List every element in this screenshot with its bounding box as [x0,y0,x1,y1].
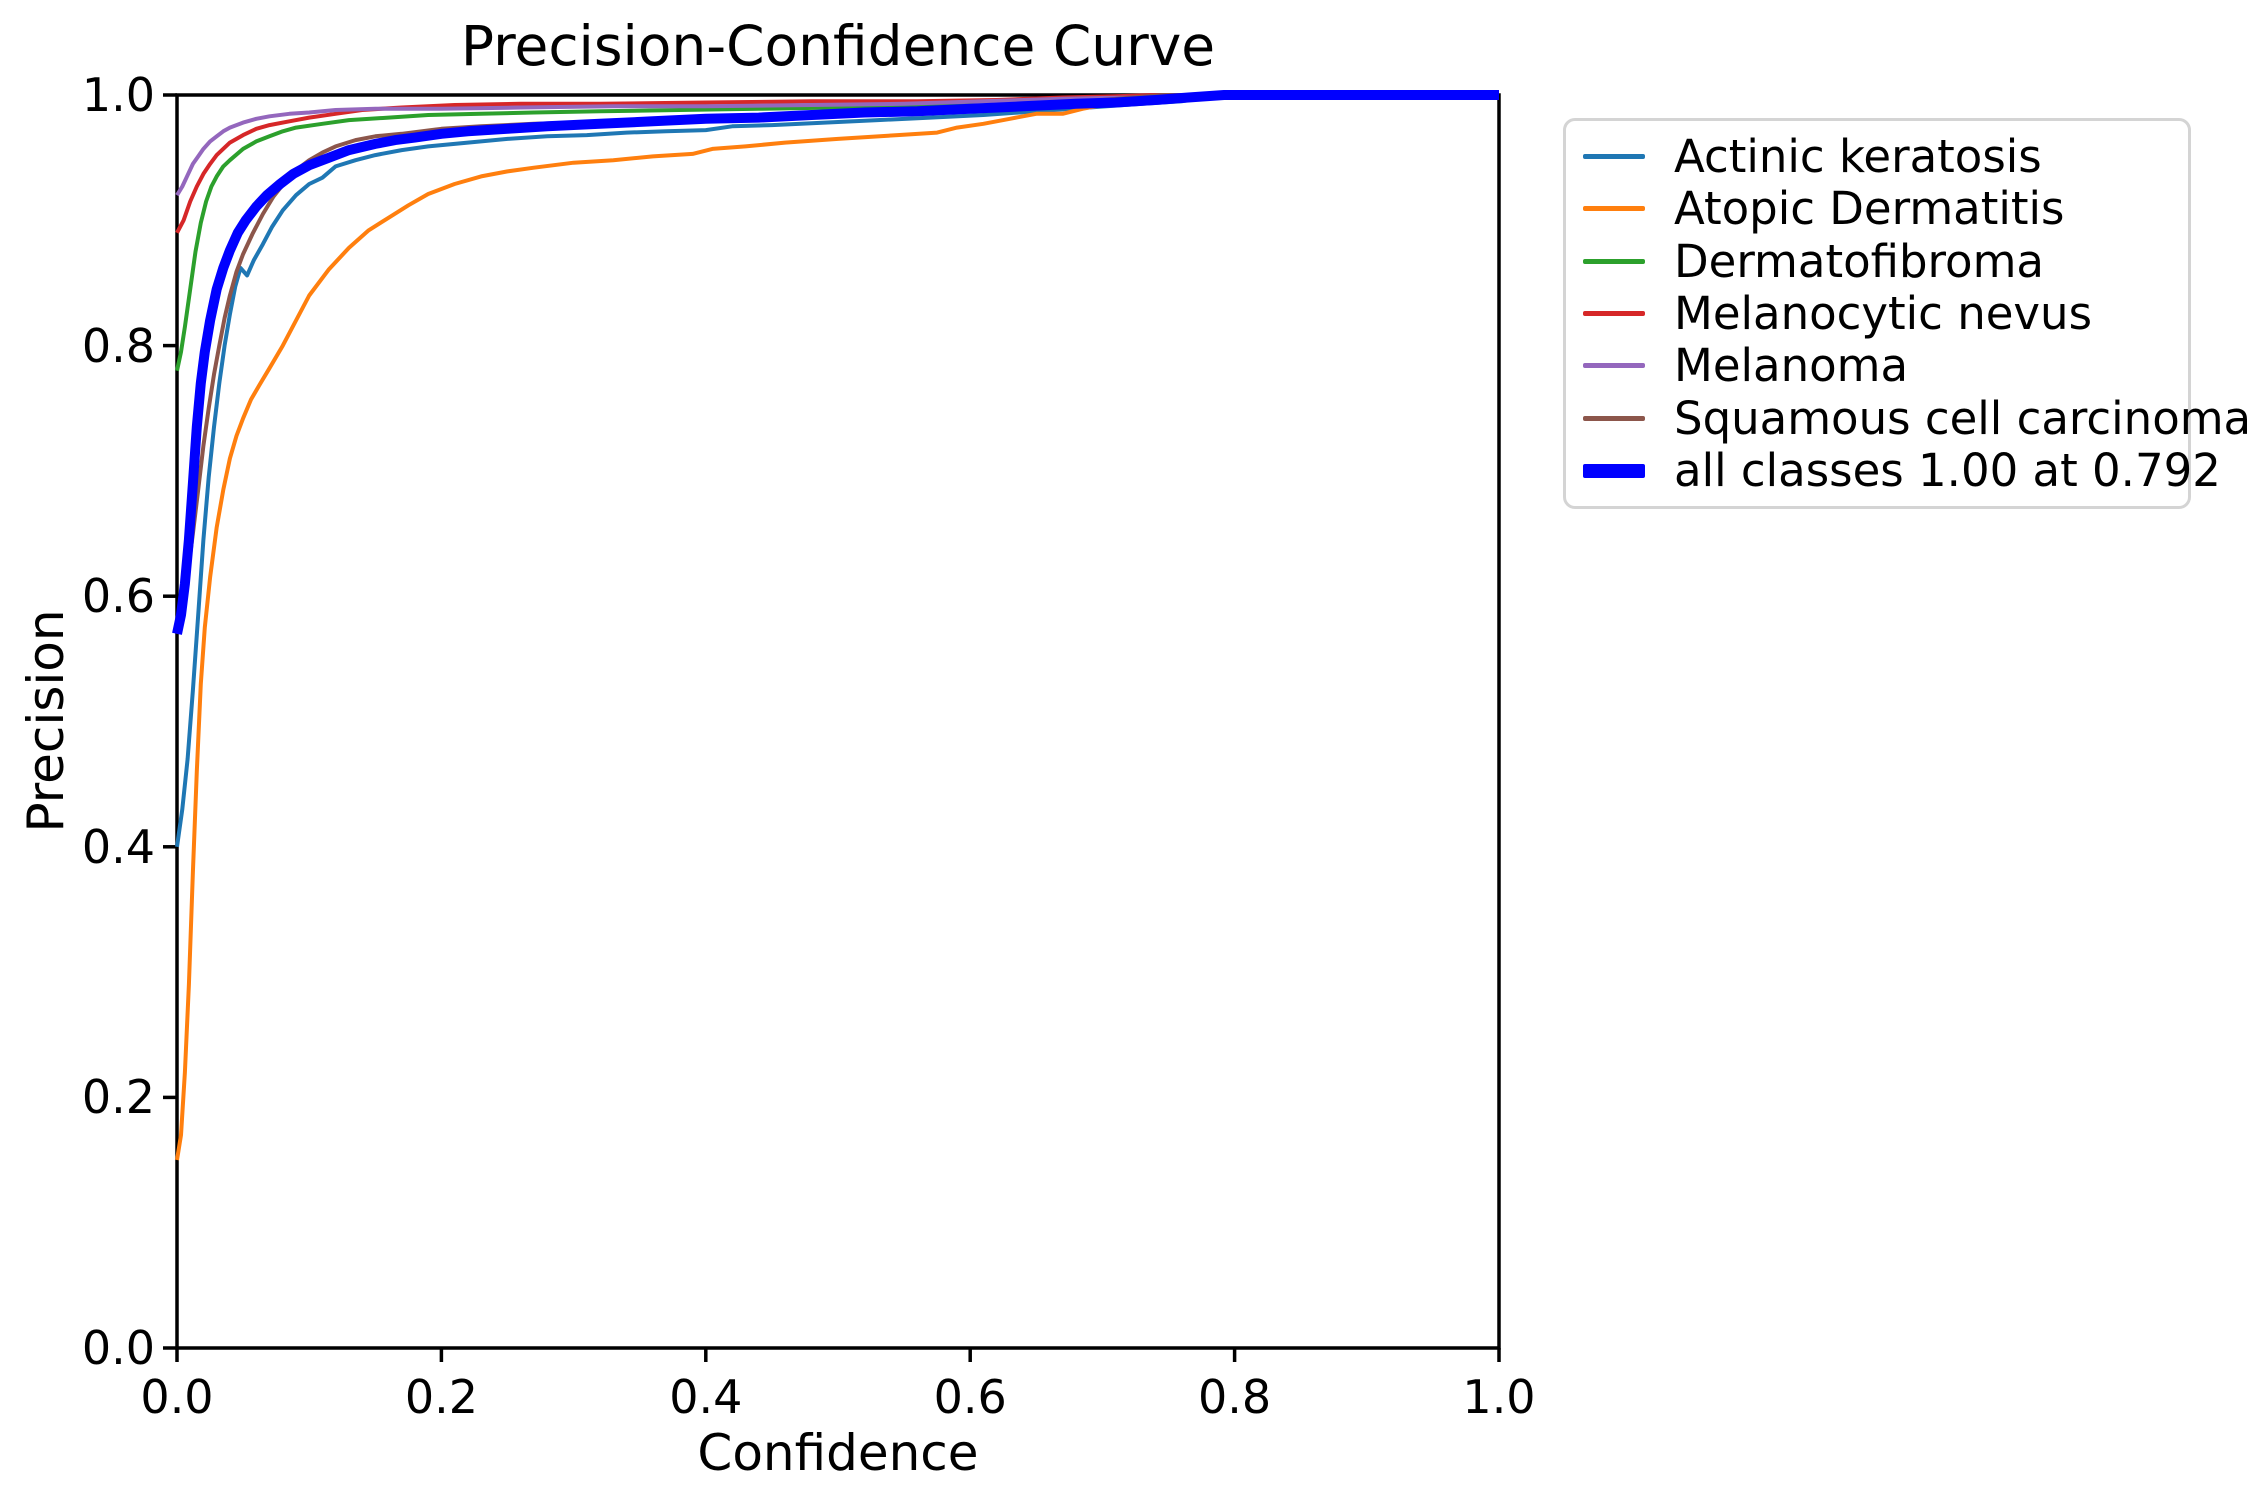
legend-line-sample [1583,363,1645,369]
series-line-actinic-keratosis [175,93,1499,848]
x-tick-label: 0.0 [140,1370,214,1424]
legend-label: Melanoma [1674,339,1909,393]
legend-item: Melanocytic nevus [1566,287,2188,340]
series-line-dermatofibroma [175,93,1499,372]
series-line-atopic-dermatitis [175,93,1499,1161]
series-line-all-classes-1-00-at-0-792 [172,90,1499,635]
legend-label: all classes 1.00 at 0.792 [1674,444,2221,498]
legend-line-sample [1583,311,1645,316]
y-tick-label: 0.2 [81,1070,155,1125]
legend-item: all classes 1.00 at 0.792 [1566,444,2221,497]
legend-item: Squamous cell carcinoma [1566,392,2250,445]
legend-item: Melanoma [1566,339,2188,393]
y-tick-label: 0.4 [81,819,155,874]
x-tick-label: 0.6 [933,1370,1007,1424]
x-tick-label: 0.4 [669,1370,743,1424]
legend-label: Melanocytic nevus [1674,287,2093,340]
x-tick-label: 0.8 [1198,1370,1272,1424]
legend-line-sample [1583,258,1645,264]
y-tick-label: 0.0 [81,1321,155,1375]
legend: Actinic keratosis Atopic Dermatitis Dermat… [1563,118,2250,509]
legend-line-sample [1583,153,1645,159]
legend-label: Atopic Dermatitis [1674,182,2065,236]
legend-item: Actinic keratosis [1566,129,2188,183]
legend-label: Squamous cell carcinoma [1674,391,2250,445]
axes-frame [175,93,1501,1350]
x-axis-label: Confidence [697,1424,979,1482]
legend-line-sample [1583,415,1645,421]
y-axis-label: Precision [17,609,75,833]
chart-title: Precision-Confidence Curve [460,14,1216,78]
legend-line-sample [1583,206,1645,212]
y-tick-label: 0.6 [81,569,155,624]
y-tick-label: 1.0 [81,68,155,122]
legend-label: Actinic keratosis [1674,129,2042,183]
series-line-squamous-cell-carcinoma [175,93,1499,635]
x-tick-label: 0.2 [404,1370,478,1424]
x-tick-label: 1.0 [1462,1370,1536,1424]
y-tick-label: 0.8 [81,318,155,373]
legend-item: Atopic Dermatitis [1566,182,2188,236]
series-line-melanoma [175,93,1499,197]
legend-item: Dermatofibroma [1566,234,2188,288]
legend-line-sample [1583,463,1645,478]
legend-label: Dermatofibroma [1674,234,2044,288]
